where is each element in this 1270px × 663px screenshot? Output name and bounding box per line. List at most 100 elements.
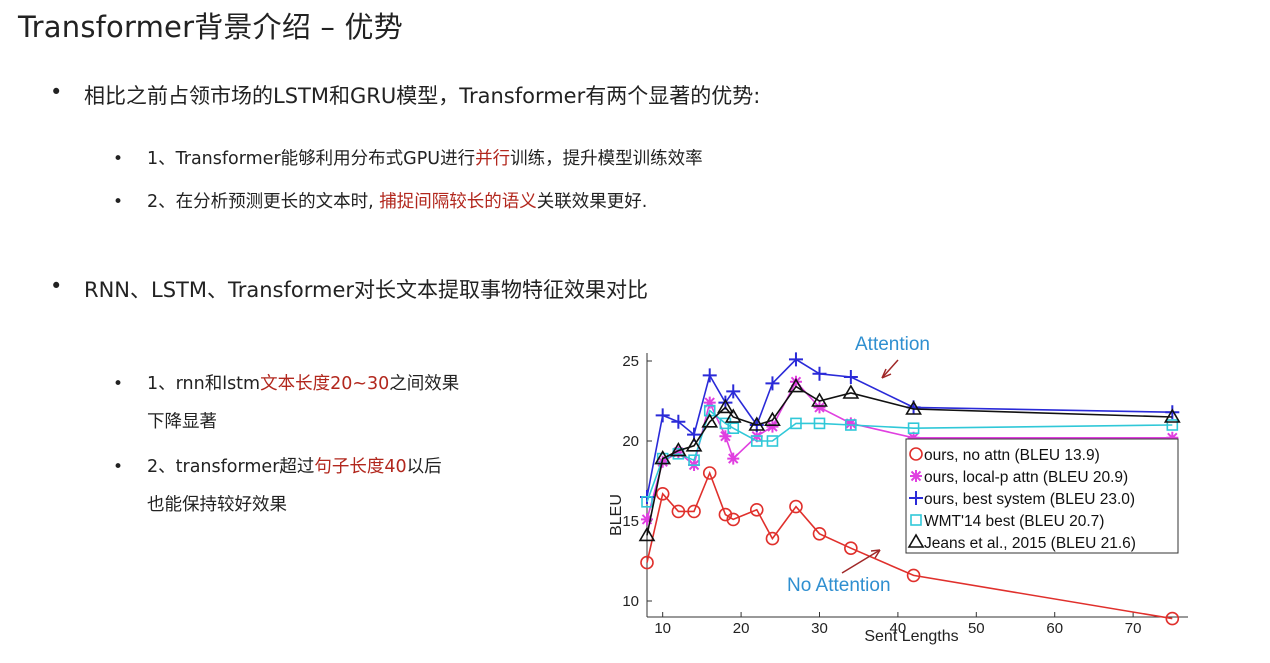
data-point-plus [671, 414, 686, 429]
data-point-square [766, 435, 779, 447]
arrow-attention-head [881, 368, 892, 379]
bullet-dot: • [113, 192, 124, 212]
data-point-square [845, 419, 857, 431]
data-point-square [1166, 419, 1179, 431]
bullet-dot: • [50, 80, 63, 104]
chart-series [638, 352, 1181, 626]
main-bullet-comparison: • RNN、LSTM、Transformer对长文本提取事物特征效果对比 [50, 274, 648, 304]
bullet-dot: • [113, 149, 124, 169]
bullet-dot: • [50, 274, 63, 298]
sub-bullet-text: 2、在分析预测更长的文本时, [147, 192, 380, 212]
sub-bullet-text: 1、rnn和lstm [147, 374, 261, 394]
data-point-plus [702, 368, 717, 383]
data-point-square [750, 435, 763, 447]
data-point-circle [655, 487, 670, 501]
legend-box [905, 438, 1179, 554]
data-point-triangle [724, 408, 742, 423]
sub-bullet-text: 2、transformer超过 [147, 457, 315, 477]
bleu-vs-length-chart: 10 20 30 40 50 60 70 10 15 20 25 Sent Lengths BLEU A… [608, 334, 1188, 645]
data-point-star [844, 417, 857, 430]
data-point-circle [765, 531, 780, 546]
data-point-star [910, 470, 922, 482]
sub-bullet-text: 关联效果更好. [536, 192, 648, 212]
data-point-triangle [638, 526, 656, 542]
data-point-triangle [907, 533, 925, 548]
x-tick-label: 50 [968, 620, 985, 637]
data-point-circle [844, 541, 858, 555]
x-tick-label: 20 [733, 620, 750, 637]
data-point-square [641, 496, 653, 508]
sub-bullet-long-semantics: • 2、在分析预测更长的文本时, 捕捉间隔较长的语义关联效果更好. [113, 183, 648, 221]
main-bullet-advantages: • 相比之前占领市场的LSTM和GRU模型，Transformer有两个显著的优… [50, 80, 761, 110]
arrow-no-attention [841, 549, 881, 574]
data-point-circle [812, 527, 827, 541]
data-point-star [766, 420, 779, 433]
main-bullet-text: RNN、LSTM、Transformer对长文本提取事物特征效果对比 [84, 278, 648, 302]
data-point-triangle [787, 378, 805, 393]
data-point-plus [765, 376, 780, 391]
data-point-square [790, 417, 802, 430]
data-point-star [641, 513, 653, 526]
bullet-dot: • [113, 374, 124, 394]
bullet-dot: • [113, 457, 124, 477]
data-point-triangle [654, 450, 672, 465]
sub-bullet-rnn-lstm: • 1、rnn和lstm文本长度20~30之间效果 下降显著 [113, 365, 460, 441]
data-point-circle [640, 555, 654, 570]
x-axis-label: Sent Lengths [864, 628, 958, 645]
data-point-plus [1165, 405, 1180, 420]
data-point-circle [718, 507, 733, 522]
data-point-star [907, 431, 920, 444]
x-tick-label: 30 [811, 620, 828, 637]
data-point-circle [726, 512, 741, 527]
annotation-attention: Attention [855, 334, 930, 355]
data-point-triangle [905, 400, 922, 415]
data-point-circle [906, 568, 921, 583]
chart-legend: ours, no attn (BLEU 13.9) ours, local-p a… [905, 438, 1179, 554]
legend-label: Jeans et al., 2015 (BLEU 21.6) [924, 535, 1136, 552]
sub-bullet-parallel: • 1、Transformer能够利用分布式GPU进行并行训练，提升模型训练效率 [113, 140, 703, 178]
annotation-no-attention: No Attention [787, 575, 891, 596]
data-point-square [910, 514, 922, 526]
data-point-circle [749, 503, 764, 517]
data-point-circle [687, 504, 701, 519]
data-point-plus [843, 370, 858, 384]
data-point-plus [655, 408, 670, 423]
sub-bullet-text: 之间效果 [389, 374, 460, 394]
data-point-triangle [1163, 408, 1181, 423]
data-point-triangle [701, 413, 719, 428]
data-point-star [703, 396, 716, 409]
data-point-star [1166, 431, 1179, 444]
data-point-circle [789, 499, 803, 514]
data-point-circle [671, 504, 686, 519]
y-tick-label: 15 [622, 513, 639, 530]
data-point-triangle [811, 392, 828, 407]
x-tick-label: 40 [890, 620, 907, 637]
sub-bullet-text: 训练，提升模型训练效率 [510, 149, 703, 169]
highlight-text: 捕捉间隔较长的语义 [379, 192, 537, 212]
sub-bullet-text-line2: 下降显著 [147, 412, 217, 432]
data-point-square [907, 422, 920, 434]
data-point-star [727, 452, 740, 465]
data-point-star [813, 401, 826, 414]
legend-label: ours, no attn (BLEU 13.9) [924, 447, 1100, 464]
y-tick-label: 25 [622, 353, 639, 370]
y-tick-label: 20 [622, 433, 639, 450]
highlight-text: 并行 [475, 149, 511, 169]
highlight-text: 文本长度20~30 [260, 374, 390, 394]
sub-bullet-transformer: • 2、transformer超过句子长度40以后 也能保持较好效果 [113, 448, 442, 524]
data-point-circle [909, 447, 923, 461]
series-0 [640, 466, 1180, 626]
data-point-triangle [717, 398, 734, 414]
data-point-triangle [764, 411, 781, 426]
data-point-star [672, 446, 685, 459]
main-bullet-text: 相比之前占领市场的LSTM和GRU模型，Transformer有两个显著的优势: [84, 84, 761, 108]
data-point-triangle [669, 442, 687, 457]
data-point-triangle [748, 416, 766, 431]
x-tick-label: 70 [1125, 620, 1142, 637]
legend-label: ours, best system (BLEU 23.0) [924, 491, 1135, 508]
series-4 [638, 378, 1181, 542]
sub-bullet-text-line2: 也能保持较好效果 [147, 495, 287, 515]
y-tick-label: 10 [622, 593, 639, 610]
highlight-text: 句子长度40 [314, 457, 407, 477]
sub-bullet-text: 1、Transformer能够利用分布式GPU进行 [147, 149, 476, 169]
